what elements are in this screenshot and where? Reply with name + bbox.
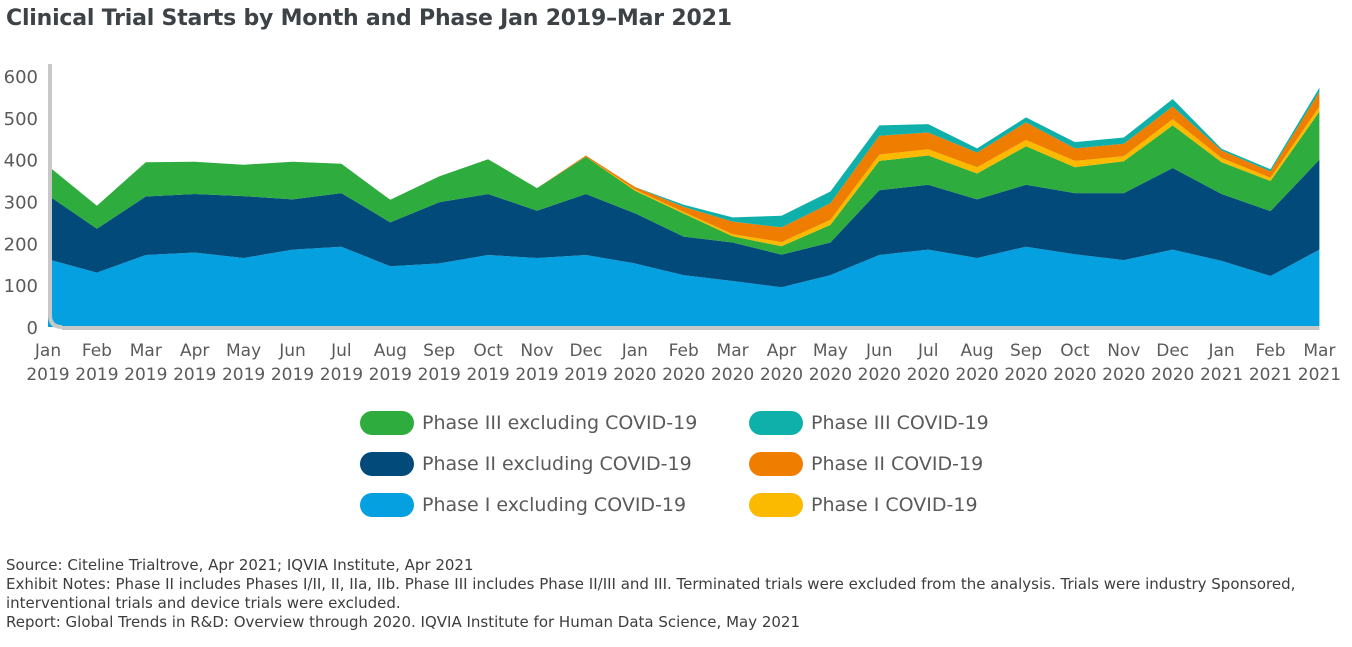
chart-title: Clinical Trial Starts by Month and Phase…: [6, 6, 732, 31]
x-tick-label: Aug 2020: [955, 341, 998, 385]
x-tick-label: Feb 2020: [662, 341, 705, 385]
x-tick-label: May 2019: [222, 341, 265, 385]
x-tick-label: Jan 2019: [26, 341, 69, 385]
x-tick-label: Dec 2019: [564, 341, 607, 385]
chart-areas: [48, 87, 1320, 327]
x-tick-label: Mar 2020: [711, 341, 754, 385]
x-tick-label: Jun 2020: [858, 341, 901, 385]
chart-notes: Source: Citeline Trialtrove, Apr 2021; I…: [6, 556, 1336, 632]
x-tick-label: Oct 2019: [466, 341, 509, 385]
area-series-phase-i-excluding-covid-19: [48, 246, 1320, 327]
legend-label: Phase II excluding COVID-19: [422, 453, 692, 475]
x-tick-label: Nov 2020: [1102, 341, 1145, 385]
x-tick-label: Sep 2019: [418, 341, 461, 385]
legend-label: Phase II COVID-19: [811, 453, 984, 475]
x-tick-label: Jan 2020: [613, 341, 656, 385]
legend-swatch: [749, 411, 803, 435]
x-tick-label: Aug 2019: [369, 341, 412, 385]
legend-item-phase3-covid: Phase III COVID-19: [749, 408, 989, 438]
legend-label: Phase III excluding COVID-19: [422, 412, 698, 434]
legend-swatch: [360, 411, 414, 435]
report-note: Report: Global Trends in R&D: Overview t…: [6, 613, 801, 631]
x-tick-label: Apr 2020: [760, 341, 803, 385]
legend-label: Phase I excluding COVID-19: [422, 494, 687, 516]
legend-label: Phase I COVID-19: [811, 494, 978, 516]
x-tick-label: Jan 2021: [1200, 341, 1243, 385]
legend-item-phase3-excl: Phase III excluding COVID-19: [360, 408, 697, 438]
y-tick-label: 300: [4, 193, 38, 214]
legend-swatch: [360, 493, 414, 517]
legend-swatch: [360, 452, 414, 476]
x-tick-label: Jul 2019: [320, 341, 363, 385]
area-series-phase-iii-excluding-covid-19: [48, 111, 1320, 255]
exhibit-notes: Exhibit Notes: Phase II includes Phases …: [6, 575, 1296, 612]
y-tick-label: 400: [4, 151, 38, 172]
legend-item-phase2-excl: Phase II excluding COVID-19: [360, 449, 692, 479]
x-tick-label: Dec 2020: [1151, 341, 1194, 385]
x-tick-label: Feb 2021: [1249, 341, 1292, 385]
y-tick-label: 0: [27, 318, 38, 339]
x-tick-label: Sep 2020: [1004, 341, 1047, 385]
x-tick-label: May 2020: [809, 341, 852, 385]
x-tick-label: Mar 2019: [124, 341, 167, 385]
chart-axes: [48, 64, 1320, 330]
legend-item-phase2-covid: Phase II COVID-19: [749, 449, 983, 479]
area-series-phase-ii-excluding-covid-19: [48, 159, 1320, 288]
x-tick-label: Feb 2019: [75, 341, 118, 385]
source-note: Source: Citeline Trialtrove, Apr 2021; I…: [6, 556, 474, 574]
legend-label: Phase III COVID-19: [811, 412, 989, 434]
legend-item-phase1-covid: Phase I COVID-19: [749, 490, 978, 520]
y-tick-label: 200: [4, 234, 38, 255]
y-tick-label: 100: [4, 276, 38, 297]
legend-item-phase1-excl: Phase I excluding COVID-19: [360, 490, 686, 520]
x-tick-label: Jul 2020: [907, 341, 950, 385]
x-tick-label: Apr 2019: [173, 341, 216, 385]
y-axis-line: [48, 64, 63, 329]
x-tick-label: Jun 2019: [271, 341, 314, 385]
legend-swatch: [749, 452, 803, 476]
y-axis-ticks: 0 100 200 300 400 500 600: [4, 67, 38, 339]
x-tick-label: Nov 2019: [515, 341, 558, 385]
y-tick-label: 600: [4, 67, 38, 88]
x-tick-label: Oct 2020: [1053, 341, 1096, 385]
legend-swatch: [749, 493, 803, 517]
x-tick-label: Mar 2021: [1298, 341, 1341, 385]
y-tick-label: 500: [4, 109, 38, 130]
